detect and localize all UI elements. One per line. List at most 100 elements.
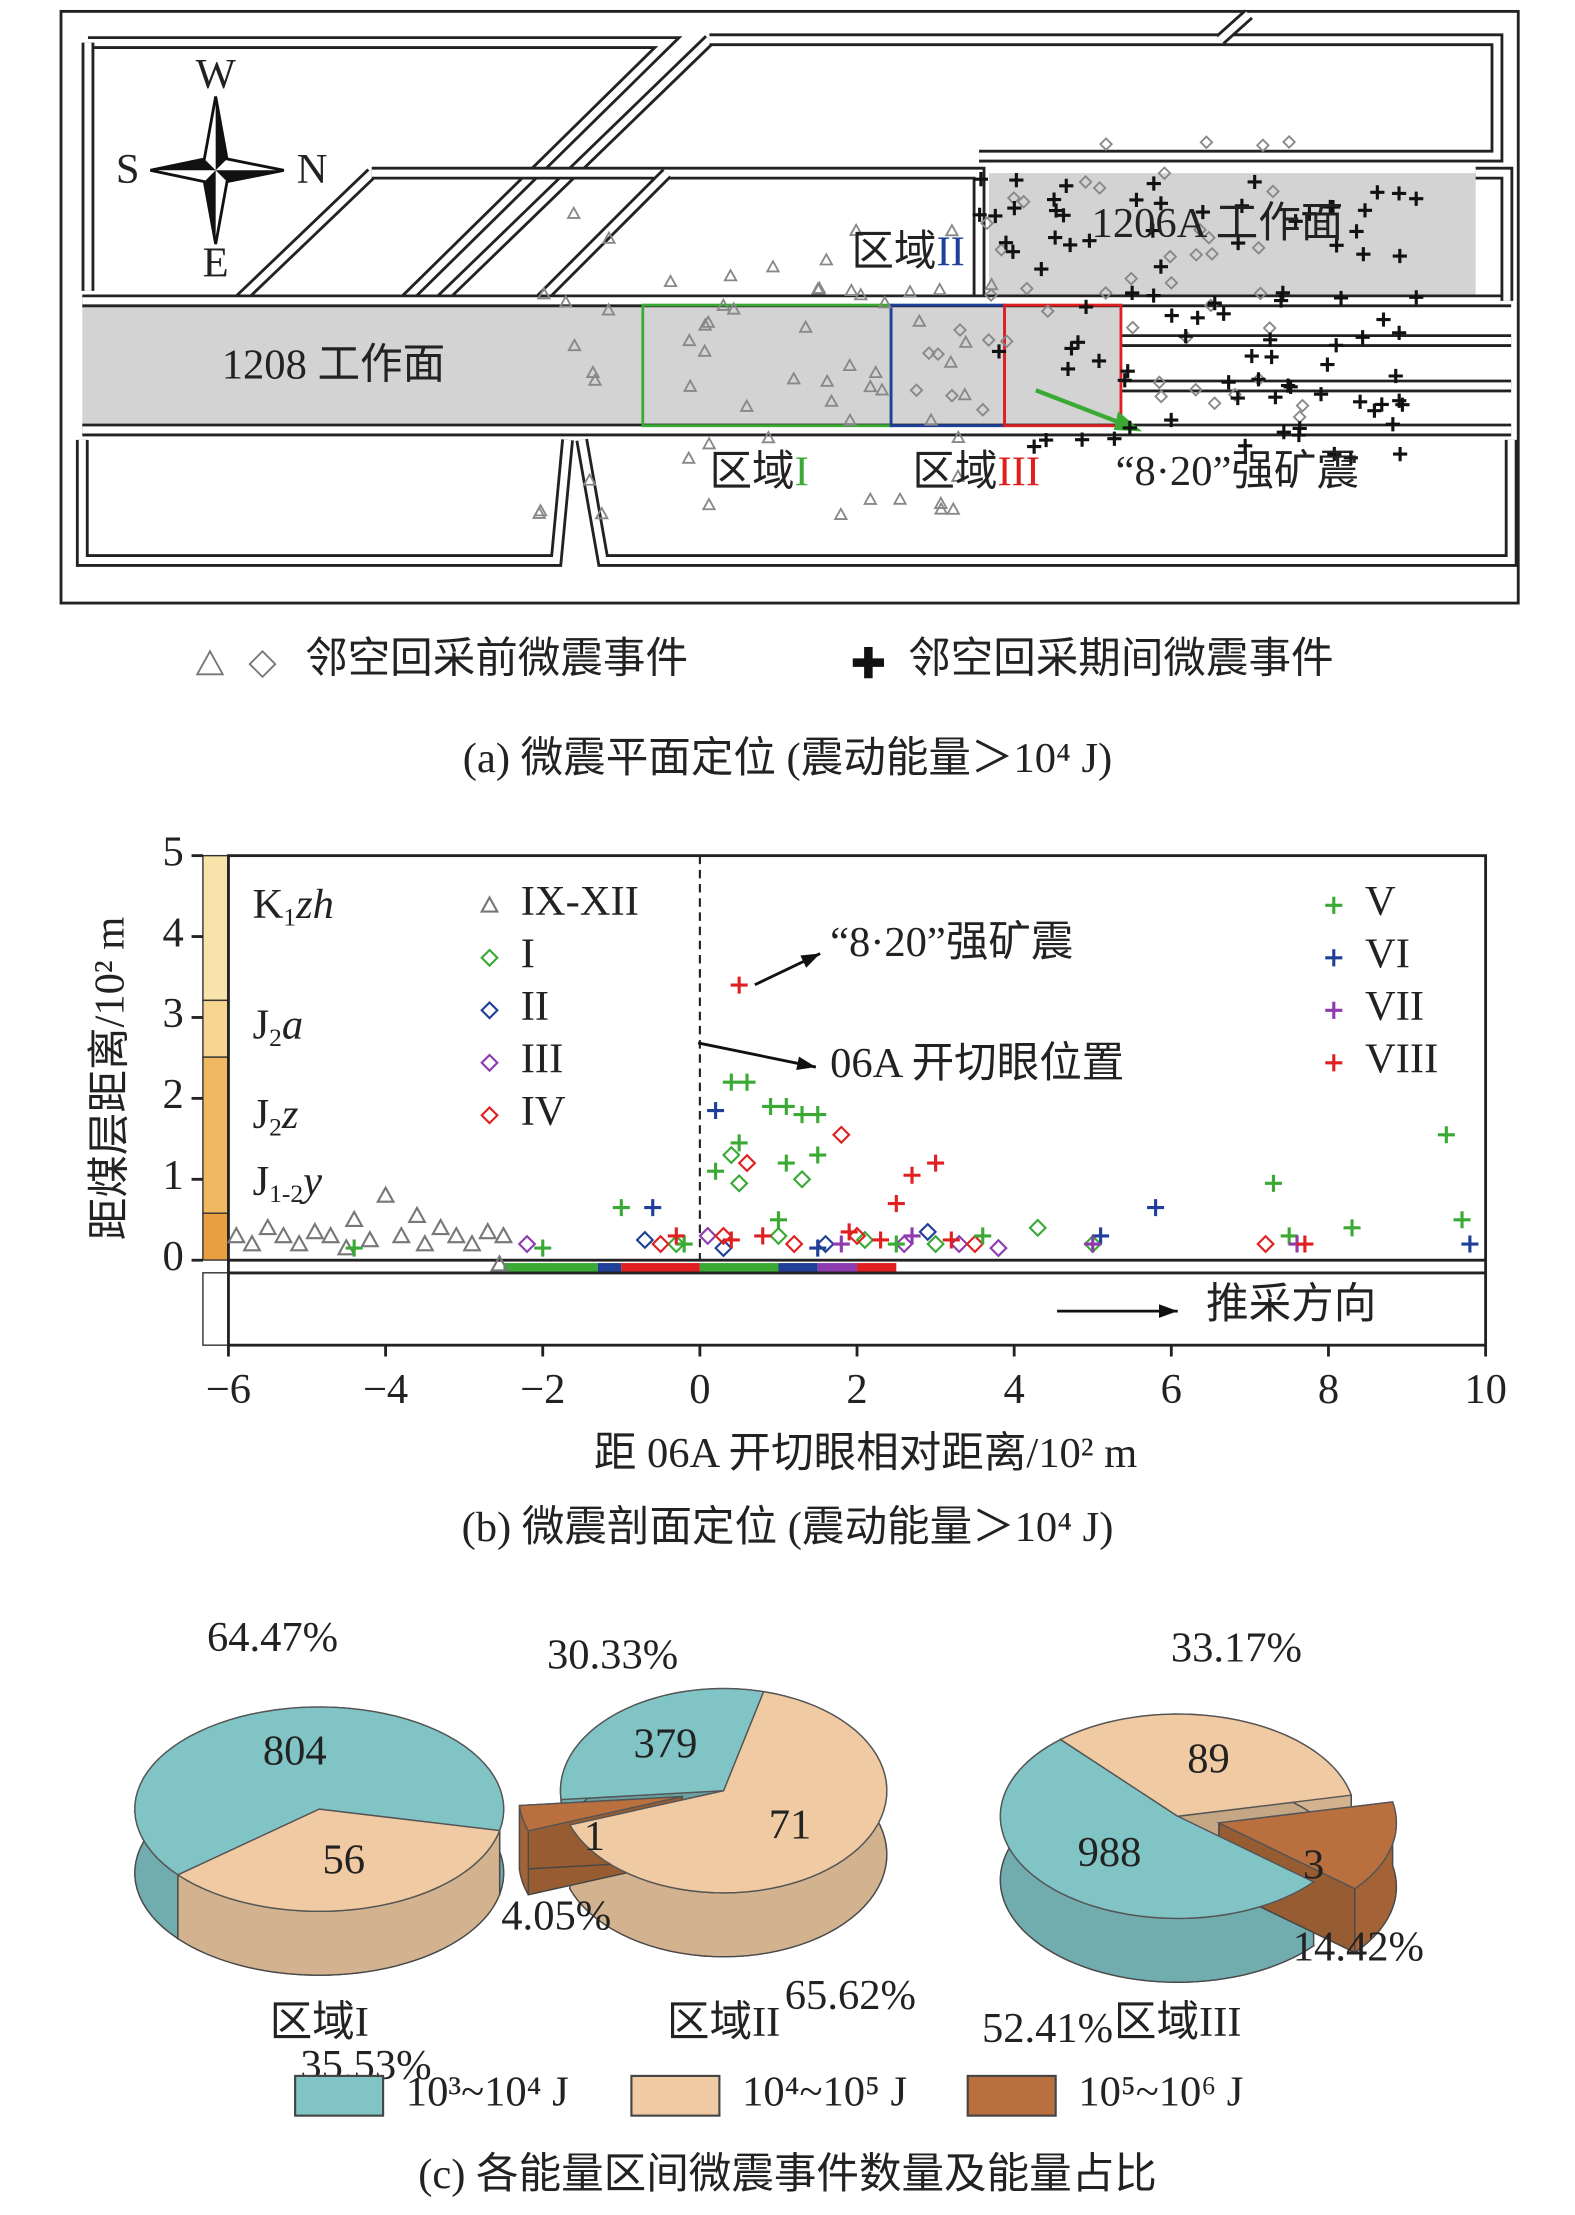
point-diamond — [832, 1125, 851, 1145]
map-event-marker — [1251, 372, 1266, 387]
strata-label: J1-2y — [253, 1158, 323, 1208]
map-event-marker — [1356, 247, 1371, 262]
annotation-arrowhead — [1159, 1304, 1178, 1318]
region-band — [699, 1263, 779, 1272]
map-event-marker — [842, 412, 858, 426]
point-plus — [777, 1154, 795, 1172]
pie-count-label: 804 — [263, 1727, 327, 1774]
map-frame — [59, 9, 1520, 605]
y-tick-label: 0 — [162, 1233, 183, 1280]
map-event-marker — [1320, 357, 1335, 372]
legend-label: III — [521, 1036, 564, 1083]
map-event-marker — [1125, 320, 1140, 335]
pie-slice — [1216, 1801, 1398, 1890]
annotation: 06A 开切眼位置 — [830, 1040, 1124, 1087]
map-event-marker — [912, 313, 927, 327]
map-event-marker — [739, 398, 754, 412]
map-event-marker — [1327, 446, 1342, 462]
point-triangle — [320, 1225, 341, 1244]
legend-label: IV — [521, 1088, 566, 1135]
point-diamond — [651, 1234, 670, 1254]
caption: (a) 微震平面定位 (震动能量＞10⁴ J) — [463, 735, 1112, 782]
y-tick-label: 1 — [162, 1152, 183, 1199]
point-triangle — [446, 1225, 466, 1244]
compass-label: E — [203, 240, 229, 287]
point-triangle — [462, 1234, 482, 1252]
point-diamond — [816, 1234, 835, 1254]
caption: (b) 微震剖面定位 (震动能量＞10⁴ J) — [462, 1504, 1114, 1551]
map-event-marker — [1275, 285, 1290, 300]
map-event-marker — [1268, 390, 1283, 405]
point-diamond — [635, 1230, 655, 1250]
point-triangle — [415, 1234, 435, 1252]
pie-value-label: 14.42% — [1293, 1923, 1424, 1970]
map-event-marker — [1082, 233, 1097, 248]
point-diamond — [714, 1226, 733, 1246]
region-numeral: II — [936, 228, 964, 275]
point-plus — [667, 1227, 685, 1245]
point-plus — [942, 1231, 960, 1249]
point-triangle — [391, 1225, 411, 1244]
map-event-marker — [1154, 389, 1169, 404]
point-plus — [1296, 1235, 1314, 1253]
point-diamond — [965, 1234, 985, 1254]
point-plus — [974, 1227, 992, 1245]
point-plus — [1264, 1174, 1282, 1192]
map-event-marker — [765, 259, 781, 273]
map-event-marker — [1060, 361, 1076, 377]
map-event-marker — [1205, 246, 1219, 261]
point-triangle — [479, 895, 500, 913]
compass-label: N — [297, 146, 328, 193]
strata-label: K1zh — [253, 881, 334, 931]
point-plus — [840, 1223, 858, 1241]
map-event-marker — [195, 649, 225, 676]
point-plus — [730, 976, 748, 994]
strata-layer — [202, 999, 230, 1058]
map-event-marker — [1193, 222, 1208, 237]
map-event-marker — [582, 472, 597, 486]
map-event-marker — [812, 280, 827, 294]
map-event-marker — [1145, 223, 1160, 238]
region-label: 区域III — [912, 448, 1040, 495]
strata-suffix: a — [282, 1002, 303, 1049]
map-event-marker — [1385, 417, 1400, 432]
map-event-marker — [566, 205, 581, 219]
map-event-marker — [1393, 447, 1408, 462]
strata-sub: 1 — [283, 902, 296, 931]
map-event-marker — [1188, 382, 1203, 397]
y-tick-label: 5 — [162, 828, 183, 875]
roadway-inner — [709, 36, 1501, 160]
map-event-marker — [1124, 271, 1139, 286]
map-event-marker — [863, 491, 878, 505]
x-tick-label: −6 — [206, 1366, 251, 1413]
face-label: 1208 工作面 — [222, 342, 445, 389]
map-event-marker — [1016, 194, 1031, 209]
point-diamond — [480, 1053, 499, 1073]
region-band — [817, 1263, 858, 1272]
point-plus — [722, 1073, 740, 1091]
point-diamond — [918, 1222, 938, 1242]
map-event-marker — [1091, 353, 1107, 368]
point-plus — [644, 1199, 662, 1217]
map-event-marker — [1353, 394, 1368, 409]
point-diamond — [667, 1234, 686, 1254]
map-event-marker — [1157, 166, 1172, 181]
map-event-marker — [981, 333, 996, 347]
map-event-marker — [1282, 135, 1297, 149]
pie-slice — [568, 1690, 888, 1894]
region-band — [503, 1263, 598, 1272]
point-plus — [1325, 896, 1343, 914]
point-plus — [1280, 1227, 1298, 1245]
map-event-marker — [909, 383, 924, 398]
map-event-marker — [1074, 432, 1090, 447]
point-plus — [1084, 1235, 1102, 1253]
pie-count-label: 988 — [1078, 1829, 1142, 1876]
point-diamond — [714, 1238, 733, 1258]
strata-main: J — [253, 1091, 270, 1138]
map-event-marker — [1295, 398, 1310, 413]
strata-suffix: zh — [295, 881, 334, 928]
legend-swatch — [966, 2074, 1057, 2117]
map-event-marker — [248, 650, 277, 679]
pie-slice — [1059, 1713, 1353, 1817]
map-event-marker — [1049, 203, 1064, 218]
